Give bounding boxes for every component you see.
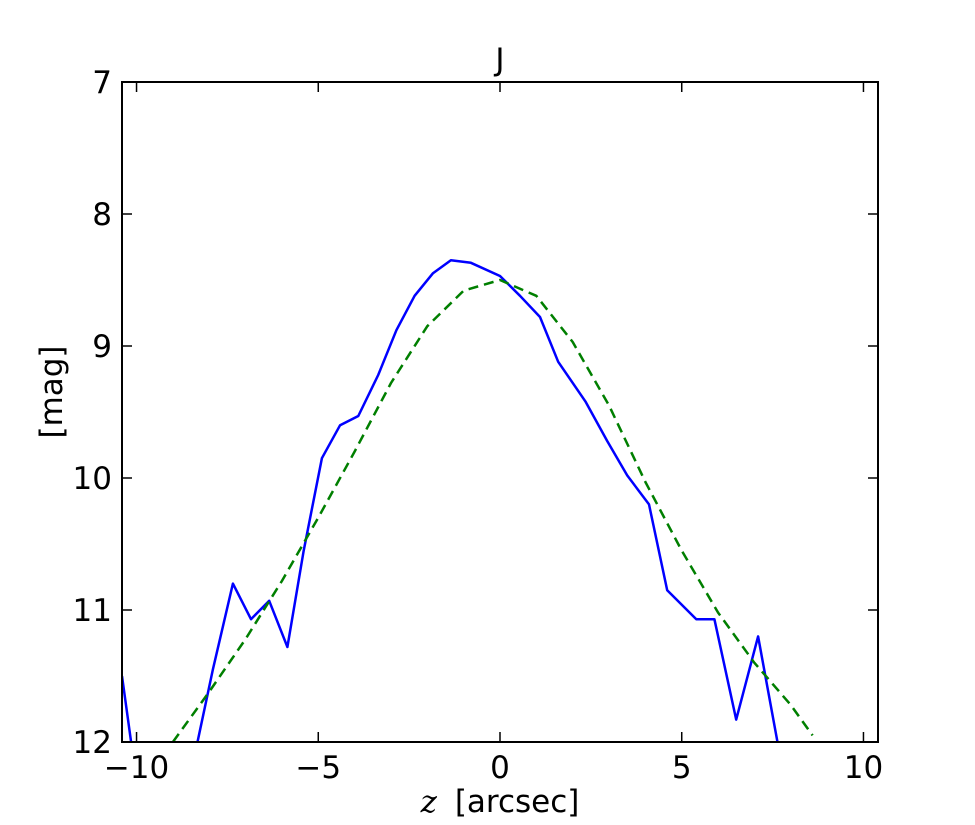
x-axis-label-variable: z xyxy=(420,784,438,820)
x-axis-label: z [arcsec] xyxy=(420,784,580,820)
x-tick-label: −10 xyxy=(104,750,169,786)
plot-frame xyxy=(121,81,879,743)
series-layer xyxy=(122,258,814,742)
y-tick-label: 11 xyxy=(73,593,112,629)
x-tick-label: −5 xyxy=(295,750,341,786)
y-axis-label: [mag] xyxy=(34,345,70,438)
chart-title: J xyxy=(493,42,504,78)
x-tick-label: 0 xyxy=(490,750,510,786)
y-tick-label: 7 xyxy=(92,65,112,101)
x-axis: −10 −5 0 5 10 xyxy=(104,82,883,786)
y-axis: 7 8 9 10 11 12 xyxy=(73,65,878,761)
profile-line xyxy=(122,258,779,742)
y-tick-label: 12 xyxy=(73,725,112,761)
x-tick-label: 10 xyxy=(844,750,883,786)
x-axis-label-unit: [arcsec] xyxy=(455,784,580,820)
y-tick-label: 9 xyxy=(92,329,112,365)
model-fit-line xyxy=(171,278,814,742)
y-tick-label: 10 xyxy=(73,461,112,497)
y-tick-label: 8 xyxy=(92,197,112,233)
x-tick-label: 5 xyxy=(672,750,692,786)
